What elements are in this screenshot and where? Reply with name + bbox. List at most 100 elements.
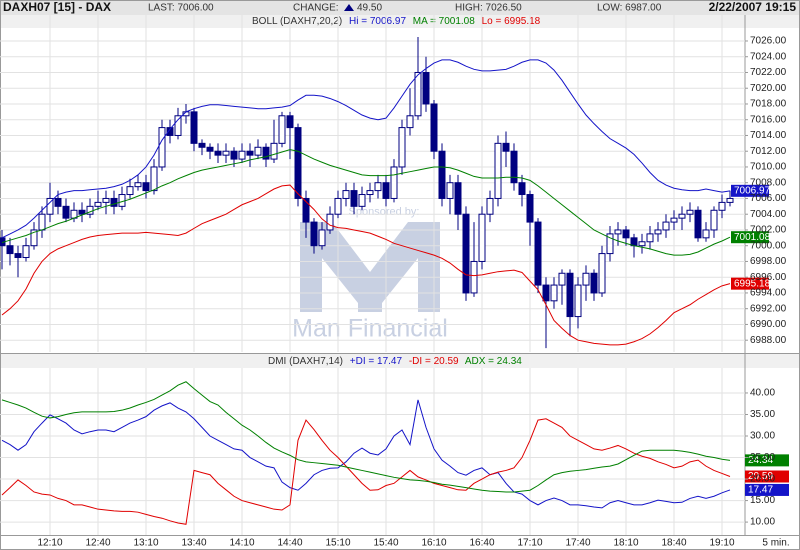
value-tag — [745, 483, 789, 496]
candle-body — [158, 127, 166, 168]
change: 49.50 — [357, 3, 382, 14]
price-title-strip — [0, 15, 800, 28]
marks-layer — [0, 37, 734, 525]
x-tick-label: 14:40 — [277, 538, 302, 549]
y-tick-label: 15.00 — [750, 495, 775, 506]
candle-body — [542, 284, 550, 302]
datetime: 2/22/2007 19:15 — [709, 0, 797, 14]
candle-body — [406, 115, 414, 129]
candle-body — [246, 150, 254, 156]
candle-body — [686, 209, 694, 215]
candle-body — [254, 146, 262, 156]
candle-body — [214, 150, 222, 156]
candle-body — [262, 146, 270, 160]
x-tick-label: 12:10 — [37, 538, 62, 549]
candle-body — [606, 233, 614, 255]
candle-body — [646, 233, 654, 243]
candle-body — [310, 221, 318, 247]
candle-body — [206, 146, 214, 152]
candle-body — [350, 190, 358, 207]
candle-body — [694, 209, 702, 239]
symbol: DAXH07 [15] - DAX — [3, 0, 111, 14]
candle-body — [302, 197, 310, 223]
candle-body — [278, 115, 286, 144]
y-tick-label: 6994.00 — [750, 288, 787, 299]
candle-body — [526, 194, 534, 223]
x-tick-label: 14:10 — [229, 538, 254, 549]
tags-layer: 7006.97 7001.08 6995.18 17.47 20.59 24.34 — [731, 184, 789, 496]
candle-body — [438, 150, 446, 199]
value-tag — [745, 470, 789, 483]
candle-body — [486, 197, 494, 215]
y-tick-label: 7008.00 — [750, 177, 787, 188]
x-tick-label: 17:10 — [517, 538, 542, 549]
candle-body — [670, 217, 678, 223]
y-tick-label: 40.00 — [750, 388, 775, 399]
y-tick-label: 25.00 — [750, 452, 775, 463]
candle-body — [510, 150, 518, 184]
value-tag — [731, 231, 769, 244]
candle-body — [126, 186, 134, 196]
value-tag-label: 7006.97 — [734, 185, 771, 196]
candle-body — [326, 213, 334, 231]
candle-body — [30, 229, 38, 247]
legend-entry: Hi = 7006.97 — [349, 16, 406, 27]
candle-body — [446, 182, 454, 199]
candle-body — [718, 201, 726, 211]
candle-body — [174, 115, 182, 136]
y-tick-label: 6992.00 — [750, 303, 787, 314]
candle-body — [590, 272, 598, 294]
y-tick-label: 7022.00 — [750, 67, 787, 78]
candle-body — [94, 201, 102, 207]
candle-body — [294, 127, 302, 199]
low-price: LOW: 6987.00 — [597, 3, 662, 14]
watermark-logo — [300, 222, 440, 312]
candle-body — [582, 272, 590, 286]
candle-body — [558, 272, 566, 286]
candle-body — [54, 197, 62, 207]
candle-body — [630, 237, 638, 247]
candle-body — [38, 213, 46, 231]
candle-body — [238, 150, 246, 160]
legend-entry: ADX = 24.34 — [465, 356, 522, 367]
candle-body — [622, 229, 630, 239]
last-price: LAST: 7006.00 — [148, 3, 214, 14]
series-line — [1, 381, 731, 493]
legend-entry: +DI = 17.47 — [350, 356, 403, 367]
candle-body — [382, 182, 390, 199]
candle-body — [422, 71, 430, 105]
series-line — [1, 59, 731, 239]
candle-body — [502, 142, 510, 152]
candle-body — [518, 182, 526, 196]
candle-body — [230, 150, 238, 160]
candle-body — [318, 229, 326, 247]
series-line — [1, 418, 731, 525]
y-tick-label: 6990.00 — [750, 319, 787, 330]
up-arrow — [344, 4, 354, 11]
candle-body — [654, 229, 662, 235]
candle-body — [222, 150, 230, 156]
y-tick-label: 7014.00 — [750, 130, 787, 141]
candle-body — [430, 103, 438, 152]
candle-body — [534, 221, 542, 286]
header-bar — [0, 0, 800, 15]
candle-body — [398, 127, 406, 168]
candle-body — [110, 197, 118, 207]
y-tick-label: 35.00 — [750, 409, 775, 420]
value-tag — [731, 184, 769, 197]
price-legend: BOLL (DAXH7,20,2) Hi = 7006.97 MA = 7001… — [252, 16, 541, 27]
y-tick-label: 7026.00 — [750, 36, 787, 47]
candle-body — [6, 245, 14, 255]
legend-entry: MA = 7001.08 — [413, 16, 475, 27]
candle-body — [166, 127, 174, 136]
value-tag-label: 6995.18 — [734, 278, 771, 289]
candle-body — [46, 197, 54, 215]
y-tick-label: 7006.00 — [750, 193, 787, 204]
candle-body — [550, 284, 558, 302]
value-tag — [731, 277, 769, 290]
dmi-title-strip — [0, 354, 800, 368]
watermark-caption: Sponsored by: — [349, 206, 420, 218]
candle-body — [334, 197, 342, 215]
candle-body — [118, 194, 126, 207]
